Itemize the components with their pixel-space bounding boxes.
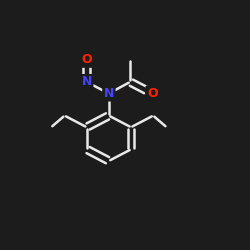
Text: N: N bbox=[104, 87, 114, 100]
Text: O: O bbox=[147, 87, 158, 100]
Text: O: O bbox=[82, 53, 92, 66]
Text: N: N bbox=[82, 76, 92, 88]
